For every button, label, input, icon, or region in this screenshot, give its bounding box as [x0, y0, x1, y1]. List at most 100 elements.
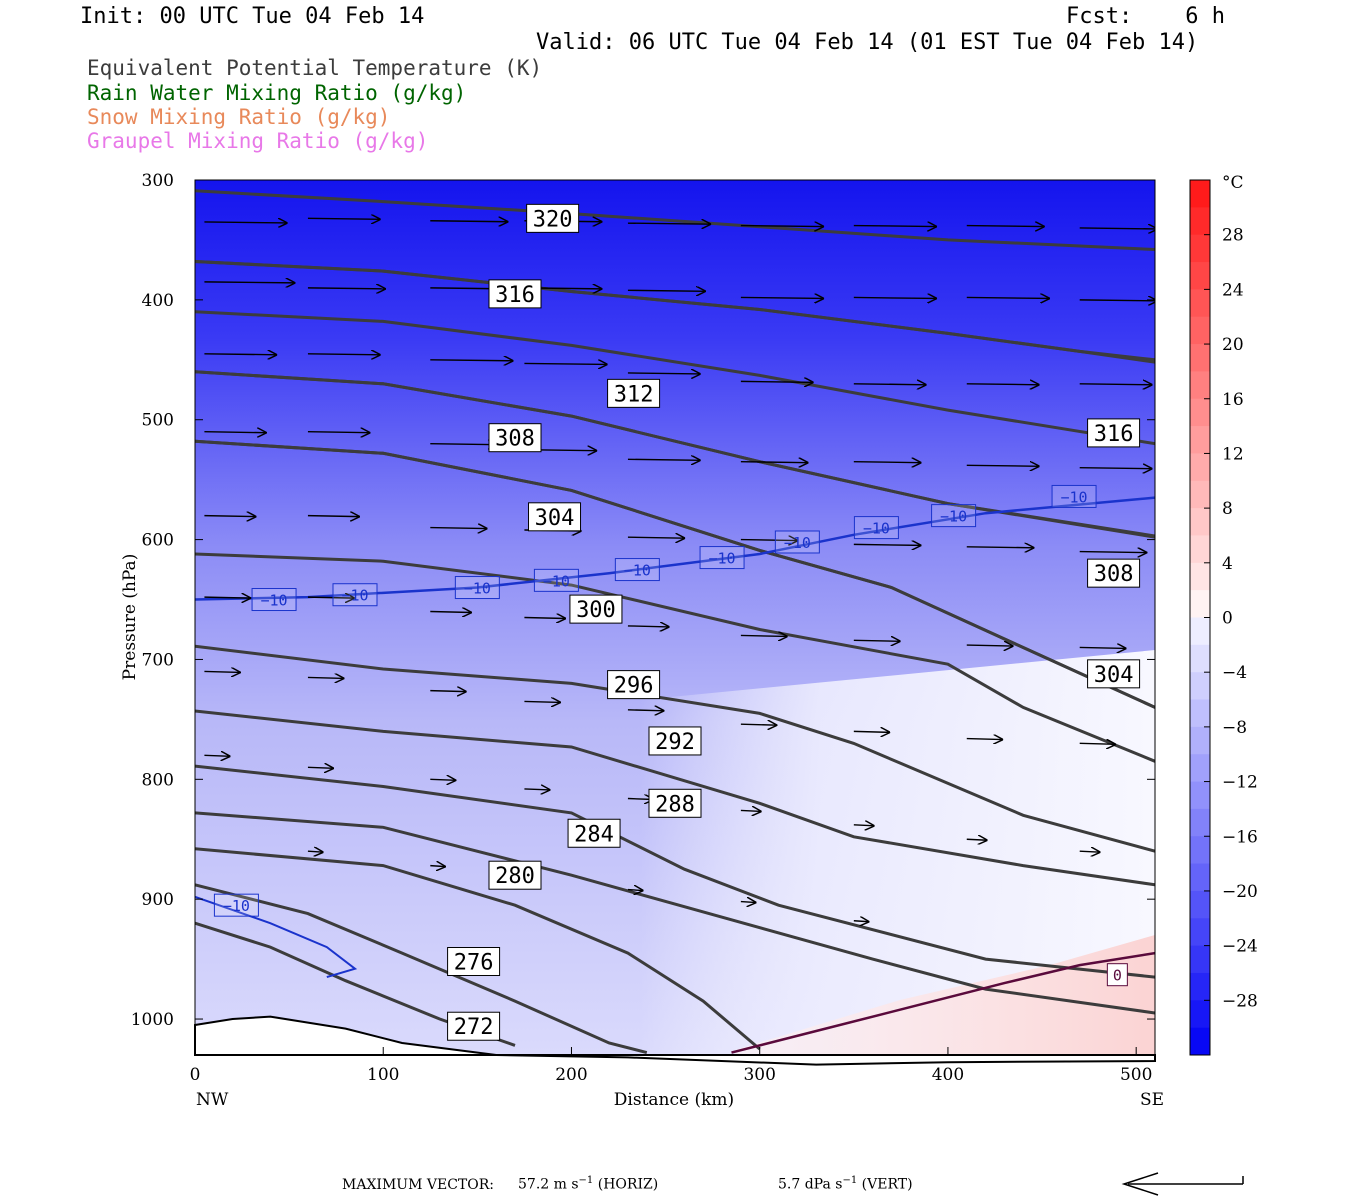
wind-vector: [966, 226, 1045, 227]
max-vector-horiz-value: 57.2 m s: [518, 1176, 579, 1193]
isotherm-label: −10: [709, 550, 736, 568]
theta-e-label-box-304: [1087, 659, 1141, 689]
isotherm-label: −10: [464, 580, 491, 598]
wind-vector: [524, 363, 607, 364]
wind-vector: [740, 724, 777, 725]
wind-vector: [853, 462, 922, 463]
wind-vector: [1079, 552, 1148, 553]
wind-vector: [204, 516, 256, 517]
wind-vector: [853, 297, 937, 298]
wind-vector: [966, 645, 1014, 646]
wind-vector: [853, 544, 922, 545]
wind-vector: [1079, 743, 1116, 744]
theta-e-label-box-308: [1087, 558, 1141, 588]
wind-vector: [307, 677, 344, 678]
wind-vector: [430, 866, 446, 867]
colorbar-bin: [1190, 781, 1210, 810]
colorbar-bin: [1190, 590, 1210, 618]
isotherm-label-box: [699, 546, 745, 570]
theta-e-label-308: 308: [495, 427, 535, 452]
plot-frame: [194, 179, 1156, 1056]
y-tick-label: 900: [142, 890, 174, 910]
wind-vector: [740, 902, 757, 903]
x-tick-label: 300: [743, 1065, 775, 1085]
wind-vector: [430, 779, 456, 780]
theta-e-label-box-316: [488, 279, 542, 309]
colorbar-tick-label: −24: [1222, 937, 1258, 957]
isotherm-label: −10: [784, 534, 811, 552]
theta-e-label-292: 292: [655, 730, 695, 755]
colorbar-bin: [1190, 672, 1210, 701]
x-axis-title: Distance (km): [614, 1090, 734, 1110]
colorbar-tick-label: −28: [1222, 991, 1258, 1011]
theta-e-label-box-288: [648, 788, 702, 818]
terrain-ground: [194, 1015, 1156, 1066]
colorbar-bin: [1190, 1027, 1210, 1056]
colorbar-tick-label: −20: [1222, 882, 1258, 902]
theta-e-contour-296: [195, 644, 1155, 853]
theta-e-contour-288: [195, 764, 1155, 979]
wind-vector: [307, 516, 360, 517]
colorbar-tick-label: 20: [1222, 335, 1244, 355]
colorbar-bin: [1190, 234, 1210, 263]
theta-e-contour-312: [195, 310, 1155, 446]
colorbar-tick-label: −8: [1222, 718, 1247, 738]
wind-vector: [204, 671, 240, 672]
colorbar-bin: [1190, 836, 1210, 865]
wind-vector: [307, 597, 355, 598]
init-time: Init: 00 UTC Tue 04 Feb 14: [80, 4, 425, 29]
x-tick-label: 200: [555, 1065, 587, 1085]
wind-vector: [307, 218, 381, 219]
wind-vector: [740, 297, 824, 298]
theta-e-label-284: 284: [574, 822, 614, 847]
theta-e-label-box-284: [567, 818, 621, 848]
max-vector-vert-unit: (VERT): [861, 1176, 913, 1193]
theta-e-label-296: 296: [614, 674, 654, 699]
y-tick-label: 1000: [131, 1010, 174, 1030]
wind-vector: [853, 226, 937, 227]
colorbar-bin: [1190, 808, 1210, 837]
theta-e-contour-300: [195, 552, 1155, 763]
colorbar-unit: °C: [1222, 173, 1244, 193]
wind-vector: [204, 432, 266, 433]
wind-vector: [430, 221, 508, 222]
wind-vector: [740, 810, 762, 811]
colorbar-bin: [1190, 890, 1210, 919]
wind-vector: [966, 297, 1050, 298]
wind-vector: [1079, 468, 1153, 469]
theta-e-label-box-312: [607, 378, 661, 408]
colorbar-bin: [1190, 726, 1210, 755]
colorbar-bin: [1190, 426, 1210, 454]
isotherm-label: −10: [261, 592, 288, 610]
isotherm-label-box: [614, 558, 660, 582]
theta-e-label-box-280: [488, 860, 542, 890]
colorbar-bin: [1190, 754, 1210, 783]
wind-vector: [627, 373, 701, 374]
isotherm-label-box: [931, 504, 977, 528]
theta-e-label-316: 316: [495, 283, 535, 308]
wind-vector: [204, 755, 230, 756]
wind-vector: [740, 635, 788, 636]
colorbar-bin: [1190, 344, 1210, 372]
colorbar-tick-label: 8: [1222, 499, 1233, 519]
minus10-isotherm: [195, 496, 1155, 601]
wind-vector: [1079, 300, 1155, 301]
max-vector-vert-value: 5.7 dPa s: [778, 1176, 843, 1193]
isotherm-label: −10: [940, 508, 967, 526]
isotherm-label: −10: [341, 587, 368, 605]
isotherm-label-box-low: [213, 893, 259, 917]
theta-e-label-272: 272: [454, 1015, 494, 1040]
colorbar-bin: [1190, 918, 1210, 947]
theta-e-label-316: 316: [1094, 422, 1134, 447]
isotherm-label: −10: [863, 520, 890, 538]
colorbar-bin: [1190, 699, 1210, 728]
wind-vector: [966, 465, 1040, 466]
colorbar-bin: [1190, 453, 1210, 482]
wind-vector: [627, 710, 664, 711]
wind-vector: [627, 890, 644, 891]
y-axis-title: Pressure (hPa): [120, 554, 140, 681]
colorbar-bin: [1190, 617, 1210, 646]
colorbar-bin: [1190, 316, 1210, 345]
theta-e-contour-316: [195, 260, 1155, 364]
field-label-rain: Rain Water Mixing Ratio (g/kg): [87, 81, 467, 105]
